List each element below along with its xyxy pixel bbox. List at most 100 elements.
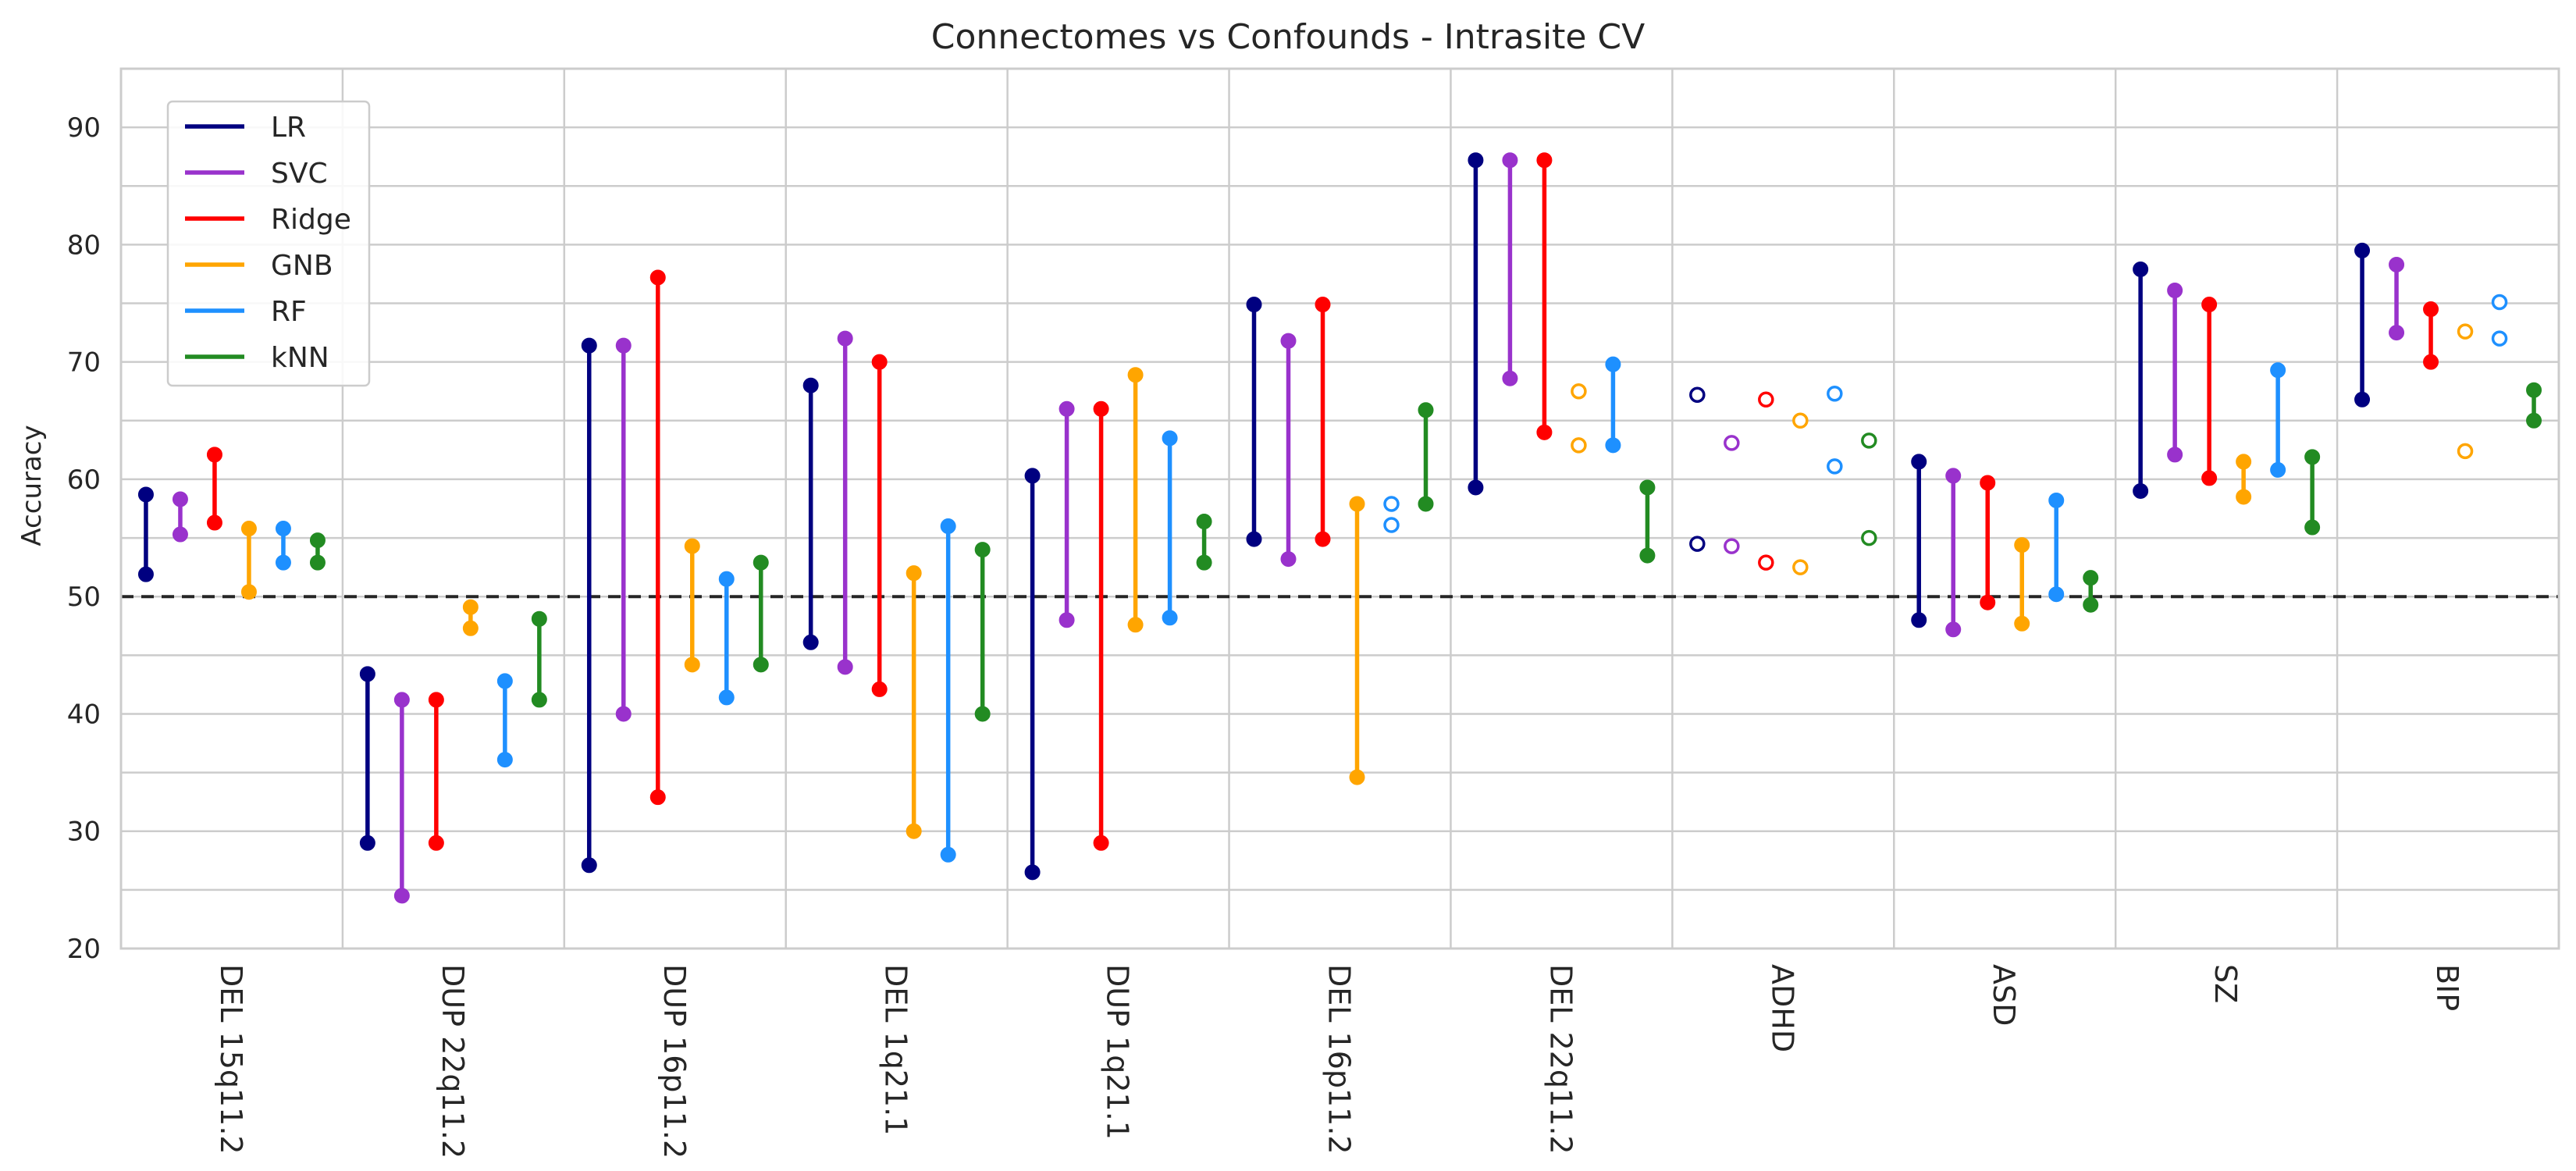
point-ridge-low <box>2201 470 2218 486</box>
point-gnb-high <box>1127 367 1144 383</box>
point-knn-high <box>1196 514 1212 530</box>
point-gnb-low <box>2236 489 2252 505</box>
y-tick-label: 90 <box>67 112 101 144</box>
point-rf-high <box>940 518 956 535</box>
point-lr-low <box>1246 531 1262 547</box>
x-tick-label: BIP <box>2430 964 2464 1011</box>
point-gnb-low <box>462 620 479 636</box>
point-svc-low <box>1059 612 1075 628</box>
point-ridge-high <box>2423 301 2439 318</box>
x-tick-label: DEL 15q11.2 <box>214 964 248 1155</box>
point-ridge-high <box>428 692 444 708</box>
point-knn-low <box>2526 412 2542 429</box>
point-lr-low <box>359 835 375 851</box>
point-rf-high <box>1162 430 1178 447</box>
point-gnb-low <box>1571 437 1587 454</box>
point-lr-high <box>802 377 819 393</box>
point-knn-high <box>531 610 547 627</box>
point-rf-high <box>1383 496 1400 512</box>
point-lr-high <box>1024 468 1041 484</box>
point-knn-low <box>753 657 769 673</box>
legend-label-lr: LR <box>271 112 306 144</box>
point-lr-high <box>359 666 375 682</box>
point-gnb-high <box>462 599 479 615</box>
point-rf-low <box>718 689 735 706</box>
point-ridge-low <box>1758 554 1774 571</box>
point-ridge-low <box>206 514 222 531</box>
point-knn-high <box>1639 479 1656 496</box>
point-ridge-high <box>871 354 888 370</box>
point-rf-low <box>940 846 956 863</box>
point-knn-high <box>1418 402 1434 418</box>
point-ridge-low <box>1980 594 1996 610</box>
point-gnb-low <box>2457 443 2474 460</box>
point-svc-low <box>1280 551 1297 568</box>
y-tick-label: 80 <box>67 230 101 261</box>
point-ridge-high <box>1315 297 1331 313</box>
point-knn-low <box>1861 529 1877 546</box>
legend-label-gnb: GNB <box>271 250 333 282</box>
point-svc-high <box>2389 256 2405 272</box>
x-tick-label: DEL 1q21.1 <box>879 964 913 1135</box>
point-lr-high <box>1911 454 1927 470</box>
point-lr-high <box>2133 261 2149 277</box>
point-rf-low <box>496 752 513 768</box>
point-lr-low <box>1468 479 1484 496</box>
point-rf-low <box>1162 610 1178 626</box>
x-tick-label: DUP 16p11.2 <box>657 964 692 1159</box>
point-gnb-low <box>1349 769 1365 785</box>
point-ridge-low <box>1315 531 1331 547</box>
point-svc-low <box>1945 621 1962 638</box>
point-ridge-high <box>2201 297 2218 313</box>
point-ridge-low <box>649 789 666 806</box>
point-svc-high <box>1502 152 1518 169</box>
point-knn-low <box>1639 547 1656 564</box>
plot-frame <box>119 67 2560 950</box>
point-gnb-low <box>240 584 257 600</box>
point-rf-low <box>1383 517 1400 533</box>
point-lr-low <box>1689 536 1706 552</box>
point-svc-low <box>1724 538 1740 554</box>
point-rf-high <box>1605 356 1621 372</box>
point-rf-low <box>275 554 291 571</box>
point-ridge-high <box>1093 400 1109 417</box>
chart-title: Connectomes vs Confounds - Intrasite CV <box>931 17 1646 57</box>
point-gnb-high <box>2236 454 2252 470</box>
point-knn-low <box>2304 519 2321 536</box>
point-rf-high <box>2270 362 2286 379</box>
point-lr-low <box>802 634 819 650</box>
point-rf-high <box>496 673 513 689</box>
point-lr-high <box>1689 386 1706 403</box>
point-ridge-high <box>1536 152 1553 169</box>
x-tick-label: ADHD <box>1765 964 1799 1052</box>
point-knn-low <box>2083 596 2099 613</box>
point-lr-low <box>1024 864 1041 881</box>
legend-label-knn: kNN <box>271 342 329 374</box>
y-tick-label: 50 <box>67 582 101 613</box>
point-rf-high <box>2048 492 2065 508</box>
point-gnb-high <box>1792 412 1809 429</box>
point-svc-high <box>393 692 410 708</box>
point-lr-high <box>1468 152 1484 169</box>
point-gnb-high <box>2457 323 2474 340</box>
point-gnb-high <box>2014 537 2030 553</box>
point-gnb-low <box>1792 559 1809 575</box>
point-svc-low <box>1502 370 1518 386</box>
point-gnb-high <box>1349 496 1365 512</box>
plot-marks <box>137 152 2542 904</box>
x-tick-label: DUP 1q21.1 <box>1101 964 1135 1140</box>
point-lr-low <box>1911 612 1927 628</box>
point-svc-low <box>393 888 410 904</box>
point-ridge-high <box>1980 475 1996 491</box>
y-tick-label: 30 <box>67 817 101 848</box>
point-gnb-high <box>240 521 257 537</box>
point-knn-high <box>753 554 769 571</box>
legend-frame <box>166 100 371 387</box>
point-gnb-high <box>684 538 700 554</box>
point-svc-high <box>2167 283 2183 299</box>
point-gnb-high <box>1571 383 1587 400</box>
point-svc-low <box>615 706 632 722</box>
point-svc-low <box>2389 325 2405 341</box>
y-tick-label: 70 <box>67 347 101 379</box>
